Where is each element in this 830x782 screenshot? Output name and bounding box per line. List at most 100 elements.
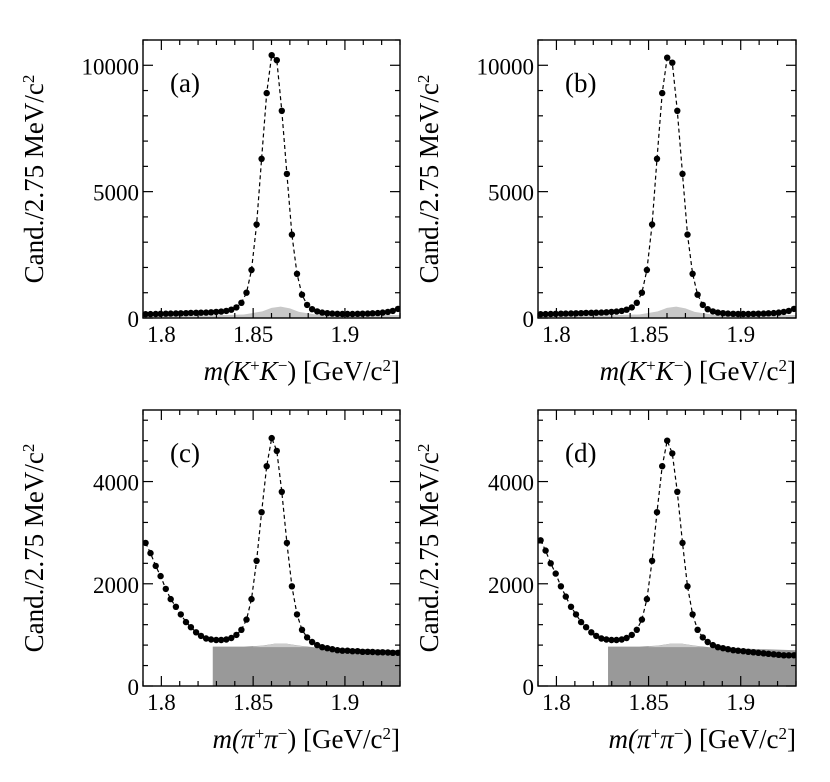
data-point bbox=[547, 310, 554, 318]
x-tick-label: 1.9 bbox=[726, 322, 755, 347]
data-point bbox=[167, 595, 174, 603]
x-axis-label-part: ) [GeV/c bbox=[287, 356, 382, 386]
y-tick-label: 5000 bbox=[488, 181, 534, 206]
data-point bbox=[243, 616, 250, 623]
data-point bbox=[258, 155, 265, 162]
data-point bbox=[552, 570, 559, 577]
data-point bbox=[755, 649, 762, 656]
data-point bbox=[354, 648, 361, 655]
data-point bbox=[669, 59, 676, 66]
data-point bbox=[538, 311, 544, 318]
data-point bbox=[334, 310, 341, 317]
data-point bbox=[694, 626, 701, 633]
data-point bbox=[755, 310, 762, 317]
x-axis-label-part: − bbox=[674, 724, 684, 743]
data-point bbox=[167, 310, 174, 317]
data-point bbox=[298, 291, 306, 298]
data-point bbox=[233, 304, 240, 311]
data-point bbox=[572, 611, 580, 618]
data-point bbox=[233, 631, 240, 639]
data-point bbox=[598, 309, 605, 316]
data-point bbox=[633, 299, 640, 306]
data-point bbox=[349, 310, 356, 318]
data-point bbox=[273, 447, 280, 455]
data-point bbox=[542, 547, 549, 554]
y-tick-label: 2000 bbox=[488, 573, 534, 598]
data-point bbox=[268, 52, 275, 59]
data-point bbox=[394, 649, 400, 656]
x-axis-label: m(π+π−) [GeV/c2] bbox=[213, 724, 400, 755]
data-point bbox=[369, 648, 376, 656]
data-point bbox=[740, 648, 747, 655]
y-axis-label: Cand./2.75 MeV/c2 bbox=[414, 444, 445, 653]
data-point bbox=[709, 308, 717, 315]
y-axis-label-text: Cand./2.75 MeV/c bbox=[414, 452, 444, 652]
data-point bbox=[603, 309, 610, 316]
data-point bbox=[557, 310, 565, 317]
x-axis-label: m(K+K−) [GeV/c2] bbox=[600, 356, 796, 387]
data-point bbox=[694, 291, 701, 298]
data-point bbox=[567, 310, 575, 317]
data-point bbox=[719, 645, 727, 652]
data-point bbox=[780, 652, 787, 659]
x-axis-label-part: m(π bbox=[609, 724, 652, 754]
data-point bbox=[218, 308, 225, 315]
data-point bbox=[648, 221, 656, 228]
data-point bbox=[638, 289, 646, 296]
data-point bbox=[603, 636, 610, 643]
peaking-background bbox=[253, 643, 309, 648]
data-point bbox=[223, 307, 230, 315]
y-tick-label: 4000 bbox=[488, 471, 534, 496]
data-point bbox=[785, 307, 792, 315]
data-point bbox=[623, 306, 630, 313]
data-point bbox=[253, 557, 260, 564]
plot-area bbox=[143, 52, 400, 318]
panel-label: (c) bbox=[170, 438, 200, 468]
data-point bbox=[187, 624, 195, 631]
data-point bbox=[364, 648, 371, 655]
data-point bbox=[329, 310, 336, 317]
data-point bbox=[653, 155, 661, 162]
data-point bbox=[258, 509, 265, 516]
data-point bbox=[298, 626, 306, 633]
data-point bbox=[197, 632, 205, 640]
data-point bbox=[714, 309, 722, 316]
x-axis-label-part: m(K bbox=[600, 356, 648, 386]
y-axis-label-sup: 2 bbox=[414, 75, 433, 84]
data-point bbox=[268, 434, 275, 442]
data-point bbox=[394, 305, 400, 313]
data-point bbox=[248, 266, 255, 274]
data-point bbox=[303, 301, 311, 309]
data-point bbox=[684, 231, 691, 238]
data-point bbox=[780, 308, 787, 316]
data-point bbox=[253, 221, 260, 228]
data-point bbox=[329, 646, 336, 653]
data-point bbox=[704, 306, 711, 313]
data-point bbox=[273, 57, 280, 64]
data-point bbox=[228, 634, 235, 642]
data-point bbox=[293, 270, 301, 277]
y-tick-label: 5000 bbox=[93, 181, 139, 206]
x-axis-label-part: + bbox=[651, 724, 661, 743]
data-point bbox=[147, 310, 154, 318]
y-tick-label: 0 bbox=[128, 307, 140, 332]
data-point bbox=[709, 641, 717, 649]
data-point bbox=[374, 649, 381, 656]
data-point bbox=[324, 310, 331, 317]
data-point bbox=[730, 647, 737, 654]
data-point bbox=[374, 309, 381, 317]
data-point bbox=[653, 509, 661, 516]
x-axis-label-part: + bbox=[646, 356, 656, 375]
data-point bbox=[339, 310, 346, 318]
data-point bbox=[593, 632, 600, 640]
x-axis-label-part: − bbox=[278, 356, 288, 375]
data-point bbox=[633, 626, 640, 633]
data-point bbox=[278, 488, 285, 495]
data-point bbox=[714, 644, 722, 651]
x-tick-label: 1.85 bbox=[233, 690, 273, 715]
data-point bbox=[724, 646, 732, 653]
data-point bbox=[562, 593, 569, 600]
data-point bbox=[314, 308, 321, 315]
